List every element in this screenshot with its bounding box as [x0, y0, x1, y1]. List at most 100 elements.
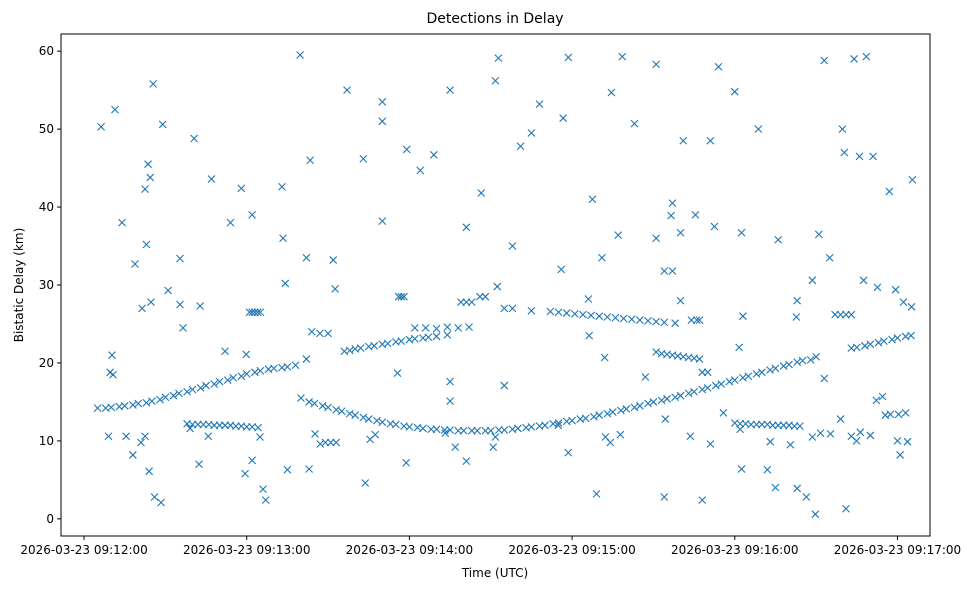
data-point-marker	[758, 368, 766, 377]
data-point-marker	[766, 437, 775, 446]
data-point-marker	[611, 313, 620, 322]
data-point-marker	[802, 493, 811, 501]
data-point-marker	[719, 408, 728, 417]
data-point-marker	[500, 381, 509, 390]
data-point-marker	[581, 414, 590, 423]
data-point-marker	[554, 308, 563, 317]
data-point-marker	[649, 398, 658, 406]
data-point-marker	[838, 125, 847, 133]
data-point-marker	[584, 295, 593, 303]
data-point-marker	[893, 437, 902, 445]
data-point-marker	[195, 460, 203, 469]
data-point-marker	[345, 409, 354, 418]
data-point-marker	[150, 493, 159, 501]
data-point-marker	[164, 286, 172, 295]
data-point-marker	[698, 385, 707, 394]
data-point-marker	[635, 401, 644, 410]
data-point-marker	[808, 276, 817, 285]
data-point-marker	[190, 134, 199, 143]
data-point-marker	[370, 341, 379, 350]
data-point-marker	[891, 285, 900, 294]
data-point-marker	[811, 510, 820, 519]
data-point-marker	[443, 330, 452, 339]
data-point-marker	[855, 152, 864, 161]
data-point-marker	[836, 415, 845, 423]
data-point-marker	[592, 490, 601, 498]
data-point-marker	[141, 185, 149, 194]
data-point-marker	[546, 307, 555, 316]
data-point-marker	[147, 298, 155, 307]
data-point-marker	[607, 88, 616, 97]
data-point-marker	[771, 483, 780, 492]
y-tick-label: 0	[46, 512, 54, 526]
data-point-marker	[663, 394, 671, 403]
x-tick-label: 2026-03-23 09:14:00	[346, 543, 473, 557]
data-point-marker	[667, 211, 675, 220]
data-point-marker	[630, 119, 639, 128]
data-point-marker	[793, 296, 802, 305]
data-point-marker	[603, 313, 612, 321]
data-point-marker	[661, 415, 670, 423]
data-point-marker	[808, 433, 817, 441]
data-point-marker	[564, 53, 573, 62]
data-point-marker	[256, 433, 264, 441]
data-point-marker	[188, 385, 197, 394]
data-point-marker	[652, 234, 661, 243]
data-point-marker	[446, 377, 454, 386]
data-point-marker	[493, 282, 502, 291]
data-point-marker	[698, 496, 707, 505]
data-point-marker	[465, 323, 473, 331]
data-point-marker	[138, 304, 146, 313]
data-point-marker	[606, 438, 615, 447]
data-point-marker	[585, 331, 594, 340]
y-tick-label: 20	[39, 356, 54, 370]
y-tick-label: 10	[39, 434, 54, 448]
data-point-marker	[196, 384, 205, 392]
data-point-marker	[847, 310, 856, 319]
data-point-marker	[570, 309, 579, 318]
data-point-marker	[332, 405, 341, 414]
data-point-marker	[345, 346, 354, 355]
data-point-marker	[108, 351, 116, 360]
data-point-marker	[269, 364, 278, 373]
data-point-marker	[302, 355, 311, 363]
data-point-marker	[798, 356, 807, 365]
data-point-marker	[616, 430, 625, 439]
data-point-marker	[842, 504, 850, 513]
data-point-marker	[695, 316, 704, 324]
data-point-marker	[316, 440, 325, 448]
data-point-marker	[557, 265, 566, 274]
data-point-marker	[554, 419, 563, 427]
data-point-marker	[491, 76, 500, 85]
data-point-marker	[792, 313, 801, 321]
data-point-marker	[147, 397, 156, 406]
data-point-marker	[253, 308, 262, 317]
data-point-marker	[861, 341, 869, 350]
data-point-marker	[256, 366, 265, 375]
data-point-marker	[739, 312, 747, 321]
data-point-marker	[421, 323, 430, 332]
data-point-marker	[305, 398, 313, 406]
data-point-marker	[278, 182, 286, 191]
data-point-marker	[869, 152, 877, 161]
data-point-marker	[378, 117, 387, 126]
data-point-marker	[331, 285, 340, 293]
data-point-marker	[307, 327, 316, 336]
data-point-marker	[467, 298, 476, 307]
data-point-marker	[142, 398, 151, 407]
data-point-marker	[402, 145, 411, 154]
data-point-marker	[305, 465, 313, 473]
data-point-marker	[351, 411, 360, 420]
data-point-marker	[416, 166, 425, 175]
data-point-marker	[296, 51, 305, 59]
data-point-marker	[175, 389, 183, 398]
x-axis-label: Time (UTC)	[461, 566, 528, 580]
data-point-marker	[104, 432, 113, 441]
data-point-marker	[332, 438, 341, 447]
data-point-marker	[107, 403, 116, 412]
data-point-marker	[660, 493, 669, 501]
data-point-marker	[793, 358, 802, 367]
data-point-marker	[527, 422, 536, 431]
data-point-marker	[786, 440, 795, 449]
data-point-marker	[242, 350, 251, 359]
